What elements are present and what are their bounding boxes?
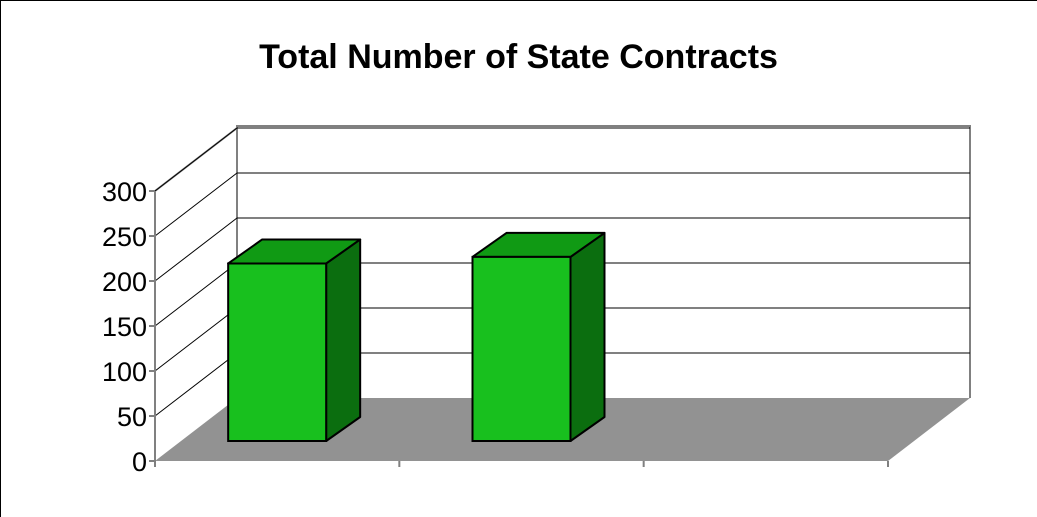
bar-side xyxy=(569,231,606,442)
bar xyxy=(471,231,606,443)
gridline-side xyxy=(154,127,238,192)
bars xyxy=(227,231,606,443)
bar-front xyxy=(471,255,572,443)
x-axis-ticks xyxy=(154,461,889,467)
bar-side xyxy=(325,238,362,442)
bar-front xyxy=(227,262,328,443)
y-tick-label: 50 xyxy=(117,402,147,432)
y-tick-label: 250 xyxy=(102,222,147,252)
y-tick-label: 300 xyxy=(102,177,147,207)
y-tick-label: 150 xyxy=(102,312,147,342)
bar xyxy=(227,238,362,443)
chart-title: Total Number of State Contracts xyxy=(259,38,778,76)
y-tick-label: 100 xyxy=(102,357,147,387)
y-axis-tick-labels: 0 50 100 150 200 250 300 xyxy=(102,177,155,477)
gridline-side xyxy=(154,172,238,237)
y-tick-label: 0 xyxy=(132,447,147,477)
gridline-side xyxy=(154,307,238,372)
y-tick-label: 200 xyxy=(102,267,147,297)
gridline-side xyxy=(154,262,238,327)
gridline-side xyxy=(154,217,238,282)
gridline-side xyxy=(154,352,238,417)
